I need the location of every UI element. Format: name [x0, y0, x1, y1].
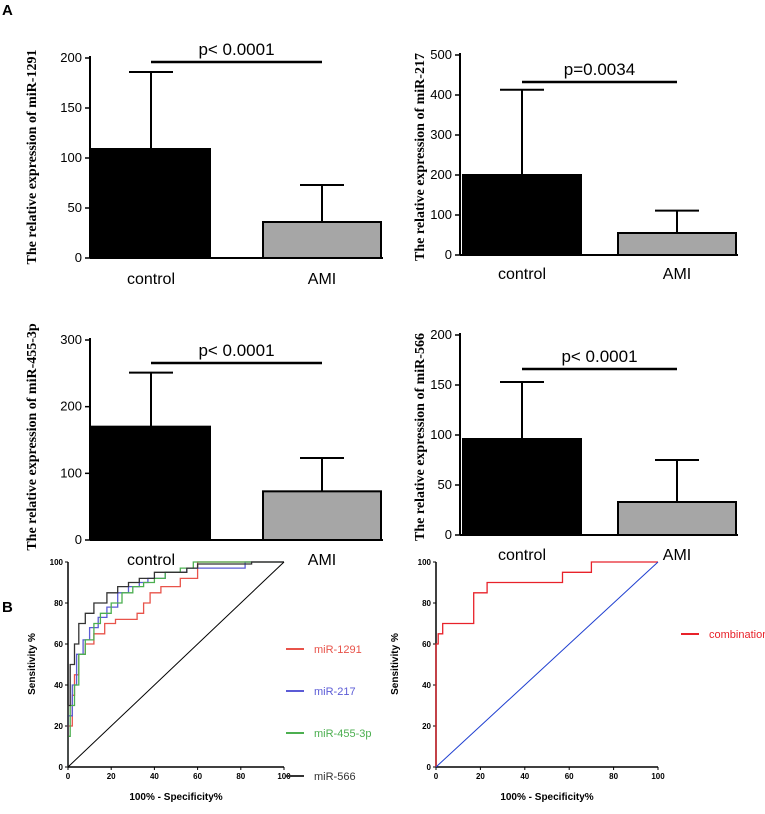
y-tick-label: 60	[422, 640, 431, 649]
y-tick-label: 200	[60, 399, 82, 414]
category-label: AMI	[663, 266, 691, 283]
roc-curve-mir-566	[67, 561, 284, 767]
y-tick-label: 80	[54, 599, 63, 608]
y-tick-label: 300	[430, 127, 452, 142]
y-tick-label: 200	[430, 167, 452, 182]
x-axis-label: 100% - Specificity%	[500, 792, 593, 803]
y-tick-label: 150	[60, 100, 82, 115]
legend-label: miR-217	[314, 686, 356, 698]
bar-ami	[617, 501, 737, 536]
y-tick-label: 150	[430, 377, 452, 392]
p-value-label: p< 0.0001	[198, 40, 274, 59]
x-tick-label: 80	[236, 772, 245, 781]
category-label: control	[498, 547, 546, 564]
y-tick-label: 200	[430, 327, 452, 342]
y-tick-label: 0	[75, 532, 82, 547]
y-tick-label: 100	[50, 558, 64, 567]
y-tick-label: 0	[445, 247, 452, 262]
y-tick-label: 60	[54, 640, 63, 649]
y-tick-label: 100	[60, 465, 82, 480]
y-axis-label: The relative expression of miR-1291	[25, 50, 40, 265]
x-tick-label: 60	[193, 772, 202, 781]
panel-label-a: A	[2, 2, 13, 19]
x-tick-label: 100	[277, 772, 291, 781]
x-tick-label: 20	[107, 772, 116, 781]
y-tick-label: 50	[438, 477, 452, 492]
y-tick-label: 100	[430, 207, 452, 222]
y-axis-label: Sensitivity %	[27, 633, 38, 695]
y-tick-label: 50	[68, 200, 82, 215]
bar-chart-1: 0 50 100 150 200 The relative expression of m…	[25, 40, 383, 288]
category-label: AMI	[308, 271, 336, 288]
y-tick-label: 100	[418, 558, 432, 567]
y-axis-label: The relative expression of miR-455-3p	[25, 323, 40, 551]
bar-control	[91, 425, 211, 541]
y-tick-label: 20	[422, 722, 431, 731]
y-axis-label: The relative expression of miR-566	[413, 333, 428, 541]
bar-ami	[262, 490, 382, 542]
bar-control	[462, 174, 582, 256]
y-tick-label: 100	[430, 427, 452, 442]
x-tick-label: 40	[150, 772, 159, 781]
bar-ami	[262, 221, 382, 259]
category-label: control	[127, 552, 175, 569]
bar-ami	[617, 232, 737, 256]
x-tick-label: 40	[520, 772, 529, 781]
x-axis-label: 100% - Specificity%	[129, 792, 222, 803]
x-tick-label: 0	[66, 772, 71, 781]
reference-line	[67, 561, 285, 768]
roc-chart-2: 00 20 20 40 40 60 60 80 80 100 100 Sensitivity % 100…	[390, 558, 765, 803]
x-tick-label: 80	[609, 772, 618, 781]
bar-chart-3: 0 100 200 300 The relative expression of miR…	[25, 323, 383, 569]
p-value-label: p< 0.0001	[198, 341, 274, 360]
y-tick-label: 300	[60, 332, 82, 347]
y-tick-label: 20	[54, 722, 63, 731]
reference-line	[435, 561, 659, 768]
x-tick-label: 20	[476, 772, 485, 781]
y-tick-label: 100	[60, 150, 82, 165]
panel-label-b: B	[2, 599, 13, 616]
roc-chart-1: 00 20 20 40 40 60 60 80 80 100 100 Sensitivity % 100…	[27, 558, 371, 803]
legend-label: miR-566	[314, 771, 356, 783]
bar-control	[91, 148, 211, 259]
legend-label: miR-1291	[314, 644, 362, 656]
x-tick-label: 100	[651, 772, 665, 781]
y-tick-label: 80	[422, 599, 431, 608]
category-label: AMI	[308, 552, 336, 569]
y-axis-label: The relative expression of miR-217	[413, 53, 428, 261]
y-tick-label: 400	[430, 87, 452, 102]
roc-curve-combination	[435, 561, 658, 767]
y-tick-label: 0	[59, 763, 64, 772]
bar-control	[462, 438, 582, 536]
category-label: control	[498, 266, 546, 283]
legend-label: miR-455-3p	[314, 728, 371, 740]
y-tick-label: 0	[445, 527, 452, 542]
y-tick-label: 40	[54, 681, 63, 690]
roc-curve-mir-1291	[67, 561, 284, 767]
legend-label: combination	[709, 629, 765, 641]
y-tick-label: 40	[422, 681, 431, 690]
y-tick-label: 500	[430, 47, 452, 62]
y-axis-label: Sensitivity %	[390, 633, 401, 695]
x-tick-label: 60	[565, 772, 574, 781]
x-tick-label: 0	[434, 772, 439, 781]
y-tick-label: 0	[75, 250, 82, 265]
category-label: AMI	[663, 547, 691, 564]
y-tick-label: 0	[427, 763, 432, 772]
p-value-label: p< 0.0001	[561, 347, 637, 366]
p-value-label: p=0.0034	[564, 60, 635, 79]
y-tick-label: 200	[60, 50, 82, 65]
category-label: control	[127, 271, 175, 288]
